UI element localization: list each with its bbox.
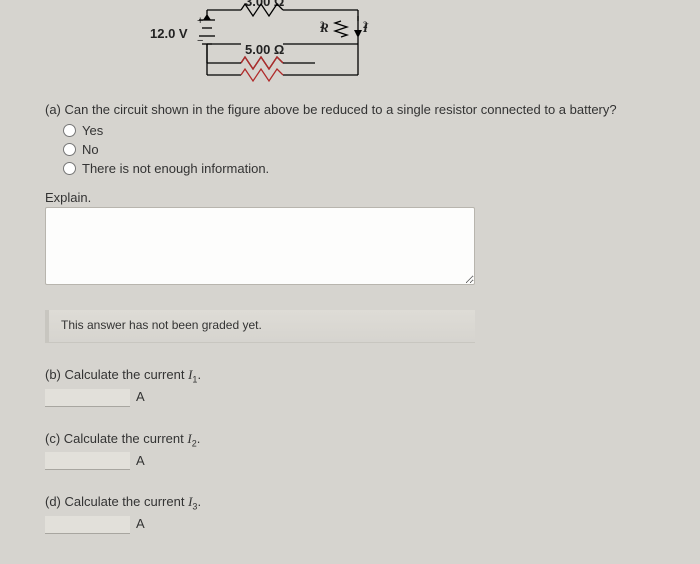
part-c: (c) Calculate the current I2. A	[45, 431, 670, 471]
radio-yes[interactable]	[63, 124, 76, 137]
circuit-diagram: 12.0 V + − 3.00 Ω 5.00 Ω R2 I2	[45, 0, 670, 90]
option-no[interactable]: No	[63, 142, 670, 157]
part-a-prompt: (a) Can the circuit shown in the figure …	[45, 102, 670, 117]
explain-textarea[interactable]	[45, 207, 475, 285]
part-c-input[interactable]	[45, 452, 130, 470]
part-d-lead: (d) Calculate the current	[45, 494, 188, 509]
part-b-unit: A	[136, 389, 145, 404]
option-notenough[interactable]: There is not enough information.	[63, 161, 670, 176]
part-d-unit: A	[136, 516, 145, 531]
part-d: (d) Calculate the current I3. A	[45, 494, 670, 534]
part-c-lead: (c) Calculate the current	[45, 431, 187, 446]
part-b-input[interactable]	[45, 389, 130, 407]
part-b-tail: .	[197, 367, 201, 382]
graded-notice: This answer has not been graded yet.	[45, 310, 475, 343]
part-c-unit: A	[136, 453, 145, 468]
part-d-input[interactable]	[45, 516, 130, 534]
option-yes-label: Yes	[82, 123, 103, 138]
radio-notenough[interactable]	[63, 162, 76, 175]
circuit-svg	[45, 0, 405, 90]
option-no-label: No	[82, 142, 99, 157]
part-b: (b) Calculate the current I1. A	[45, 367, 670, 407]
part-d-tail: .	[197, 494, 201, 509]
explain-label: Explain.	[45, 190, 670, 205]
option-notenough-label: There is not enough information.	[82, 161, 269, 176]
radio-no[interactable]	[63, 143, 76, 156]
part-c-tail: .	[197, 431, 201, 446]
part-b-lead: (b) Calculate the current	[45, 367, 188, 382]
option-yes[interactable]: Yes	[63, 123, 670, 138]
